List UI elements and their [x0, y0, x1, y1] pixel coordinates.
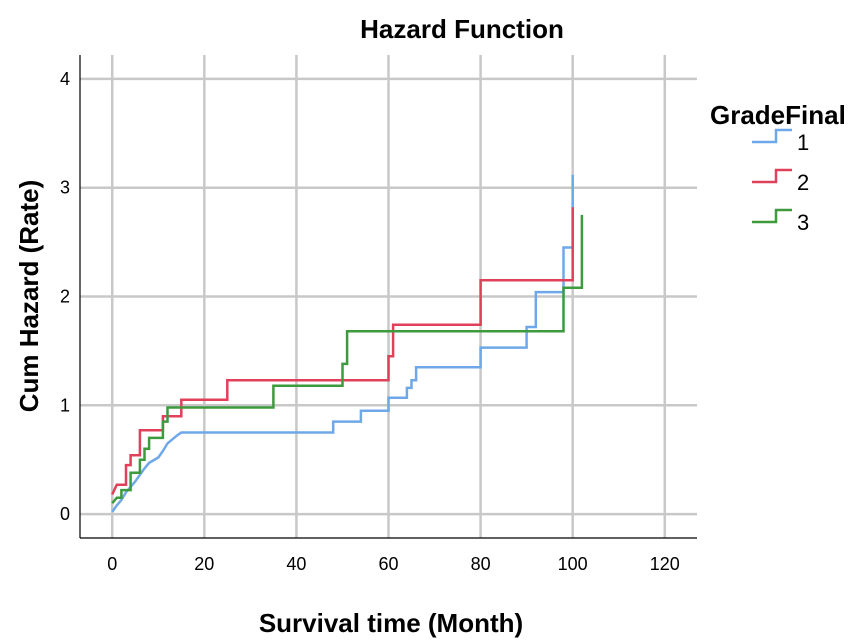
legend-swatch-2 — [752, 168, 792, 184]
x-axis-title: Survival time (Month) — [259, 608, 523, 638]
legend-label-2: 2 — [797, 170, 809, 195]
x-tick-label: 60 — [378, 554, 398, 574]
x-tick-label: 120 — [650, 554, 680, 574]
x-tick-label: 20 — [194, 554, 214, 574]
axes — [79, 55, 697, 539]
y-tick-label: 0 — [60, 504, 70, 524]
grid-lines — [80, 55, 697, 538]
series-line-3 — [111, 214, 584, 505]
x-tick-label: 100 — [558, 554, 588, 574]
legend-swatch-3 — [752, 208, 792, 224]
y-tick-label: 2 — [60, 287, 70, 307]
y-tick-label: 1 — [60, 395, 70, 415]
legend: GradeFinal 1 2 3 — [710, 100, 846, 235]
x-tick-label: 40 — [286, 554, 306, 574]
x-tick-labels: 0 20 40 60 80 100 120 — [107, 554, 680, 574]
x-tick-label: 0 — [107, 554, 117, 574]
chart-title: Hazard Function — [360, 14, 564, 44]
y-tick-label: 4 — [60, 69, 70, 89]
y-tick-labels: 0 1 2 3 4 — [60, 69, 70, 524]
legend-label-1: 1 — [797, 130, 809, 155]
series-lines — [111, 174, 584, 513]
x-tick-label: 80 — [471, 554, 491, 574]
legend-swatch-1 — [752, 128, 792, 144]
series-line-2 — [111, 207, 574, 496]
legend-title: GradeFinal — [710, 100, 846, 130]
legend-label-3: 3 — [797, 210, 809, 235]
y-tick-label: 3 — [60, 178, 70, 198]
y-axis-title: Cum Hazard (Rate) — [14, 180, 44, 413]
series-line-1 — [111, 174, 574, 513]
